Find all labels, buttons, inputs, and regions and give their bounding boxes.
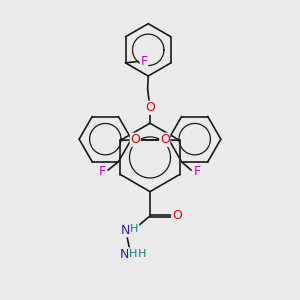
- Text: O: O: [145, 101, 155, 114]
- Text: F: F: [98, 165, 106, 178]
- Text: O: O: [160, 133, 170, 146]
- Text: H: H: [129, 249, 137, 259]
- Text: O: O: [172, 209, 182, 223]
- Text: N: N: [119, 248, 129, 260]
- Text: H: H: [138, 249, 146, 259]
- Text: H: H: [130, 224, 139, 234]
- Text: O: O: [130, 133, 140, 146]
- Text: F: F: [140, 55, 148, 68]
- Text: F: F: [194, 165, 201, 178]
- Text: N: N: [120, 224, 130, 237]
